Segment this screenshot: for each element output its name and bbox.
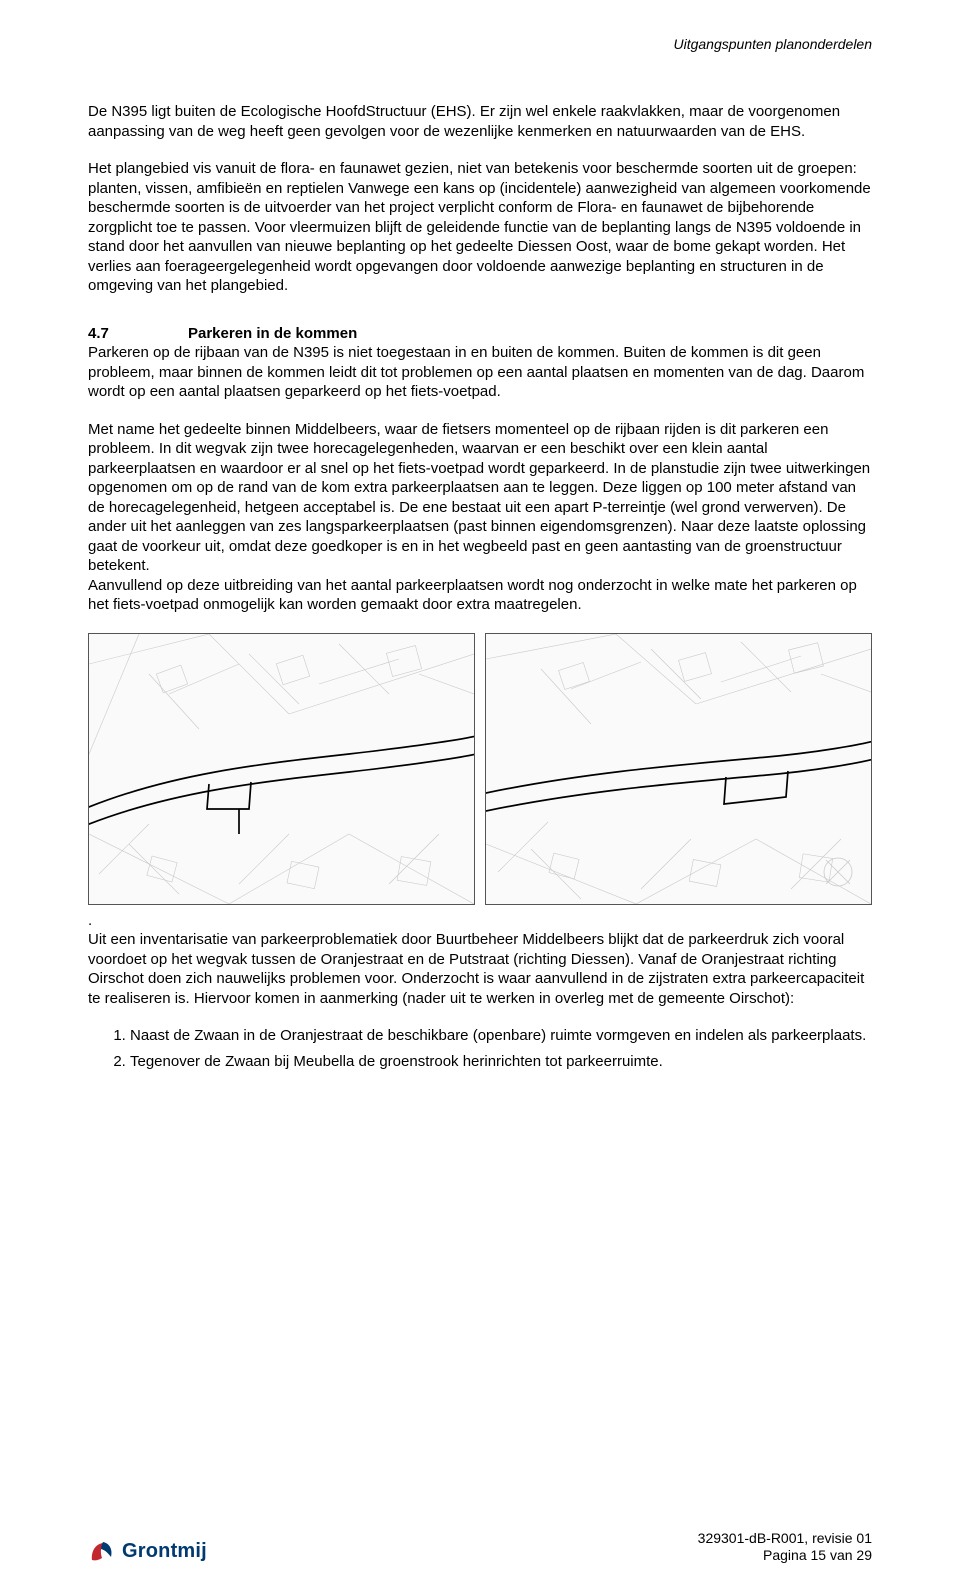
company-logo: Grontmij bbox=[88, 1538, 207, 1564]
paragraph: Uit een inventarisatie van parkeerproble… bbox=[88, 930, 872, 1008]
doc-reference: 329301-dB-R001, revisie 01 bbox=[698, 1530, 872, 1547]
map-figure-row bbox=[88, 633, 872, 905]
paragraph: De N395 ligt buiten de Ecologische Hoofd… bbox=[88, 102, 872, 141]
list-item: Naast de Zwaan in de Oranjestraat de bes… bbox=[130, 1026, 872, 1046]
paragraph: Met name het gedeelte binnen Middelbeers… bbox=[88, 420, 872, 576]
running-title: Uitgangspunten planonderdelen bbox=[674, 36, 873, 52]
page-footer: Grontmij 329301-dB-R001, revisie 01 Pagi… bbox=[88, 1530, 872, 1564]
section-title-text: Parkeren in de kommen bbox=[188, 325, 357, 342]
paragraph: Aanvullend op deze uitbreiding van het a… bbox=[88, 576, 872, 615]
document-page: Uitgangspunten planonderdelen De N395 li… bbox=[0, 0, 960, 1594]
numbered-list: Naast de Zwaan in de Oranjestraat de bes… bbox=[88, 1026, 872, 1073]
section-number: 4.7 bbox=[88, 324, 188, 344]
running-header: Uitgangspunten planonderdelen bbox=[88, 36, 872, 52]
list-item: Tegenover de Zwaan bij Meubella de groen… bbox=[130, 1052, 872, 1072]
logo-text: Grontmij bbox=[122, 1540, 207, 1563]
paragraph: Het plangebied vis vanuit de flora- en f… bbox=[88, 159, 872, 296]
body-text: De N395 ligt buiten de Ecologische Hoofd… bbox=[88, 102, 872, 1073]
map-svg bbox=[89, 634, 474, 904]
figure-caption-dot: . bbox=[88, 912, 92, 929]
logo-mark-icon bbox=[88, 1538, 114, 1564]
footer-meta: 329301-dB-R001, revisie 01 Pagina 15 van… bbox=[698, 1530, 872, 1564]
map-figure-right bbox=[485, 633, 872, 905]
map-figure-left bbox=[88, 633, 475, 905]
paragraph: Parkeren op de rijbaan van de N395 is ni… bbox=[88, 343, 872, 402]
page-number: Pagina 15 van 29 bbox=[698, 1547, 872, 1564]
map-svg bbox=[486, 634, 871, 904]
section-heading: 4.7Parkeren in de kommen bbox=[88, 324, 872, 344]
